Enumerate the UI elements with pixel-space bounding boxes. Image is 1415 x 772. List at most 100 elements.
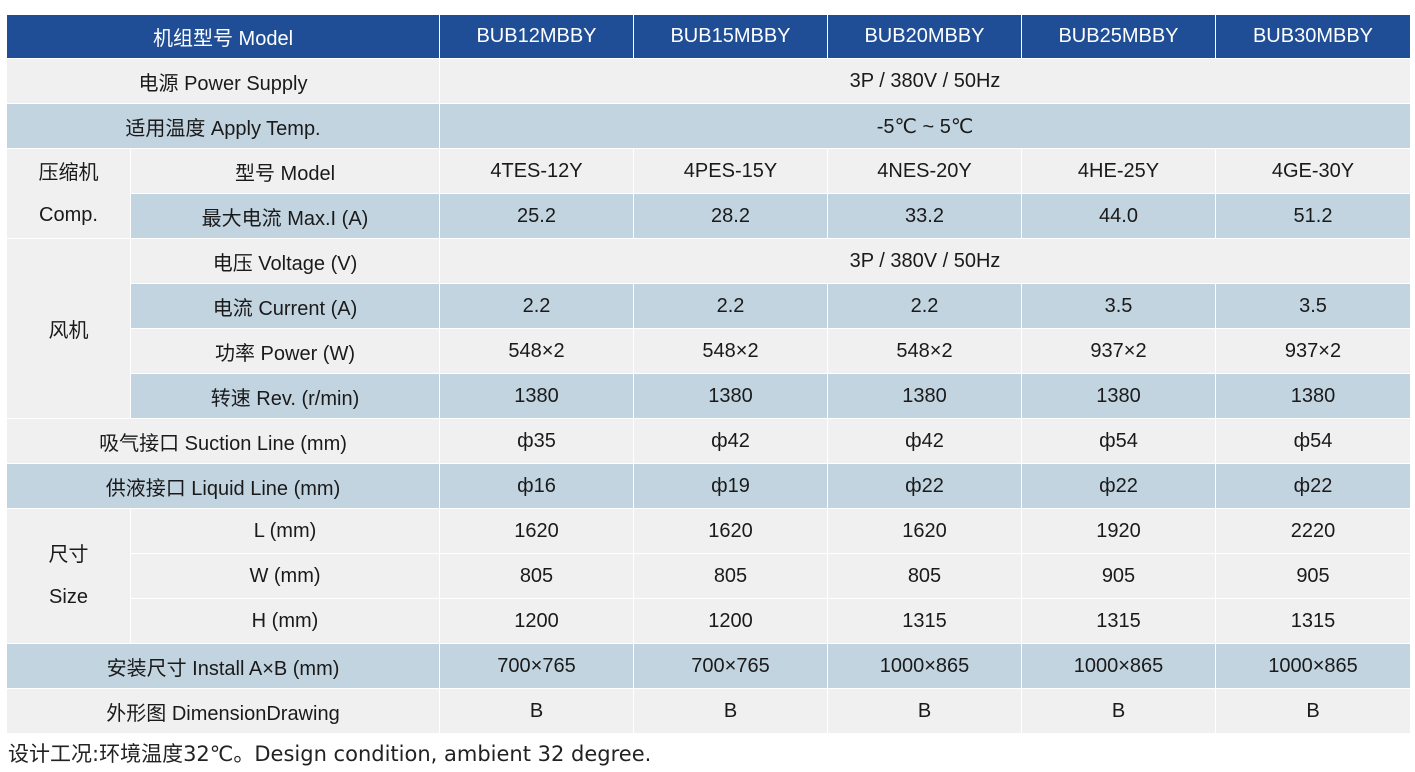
table-cell: 33.2 xyxy=(827,193,1022,239)
table-cell: ф22 xyxy=(827,463,1022,509)
table-cell: 1380 xyxy=(633,373,828,419)
table-cell: 2.2 xyxy=(439,283,634,329)
table-cell: 4NES-20Y xyxy=(827,148,1022,194)
table-cell: 1620 xyxy=(633,508,828,554)
liquid-line-row: 供液接口 Liquid Line (mm) ф16 ф19 ф22 ф22 ф2… xyxy=(6,463,1411,509)
table-cell: 1380 xyxy=(827,373,1022,419)
size-group-label: 尺寸 Size xyxy=(6,508,131,644)
fan-rev-row: 转速 Rev. (r/min) 1380 1380 1380 1380 1380 xyxy=(7,373,1411,419)
model-header-1: BUB12MBBY xyxy=(439,14,634,59)
suction-line-row: 吸气接口 Suction Line (mm) ф35 ф42 ф42 ф54 ф… xyxy=(6,418,1411,464)
row-label: W (mm) xyxy=(130,553,440,599)
table-cell: 1315 xyxy=(1021,598,1216,644)
table-cell: ф35 xyxy=(439,418,634,464)
table-cell: 1000×865 xyxy=(1215,643,1411,689)
row-label: 转速 Rev. (r/min) xyxy=(130,373,440,419)
table-cell: 700×765 xyxy=(633,643,828,689)
table-cell: 1620 xyxy=(439,508,634,554)
table-cell: B xyxy=(439,688,634,734)
table-cell: ф22 xyxy=(1021,463,1216,509)
model-header-4: BUB25MBBY xyxy=(1021,14,1216,59)
table-cell: B xyxy=(1215,688,1411,734)
model-header-5: BUB30MBBY xyxy=(1215,14,1411,59)
fan-voltage-row: 风机 电压 Voltage (V) 3P / 380V / 50Hz xyxy=(6,238,1411,419)
table-cell: 25.2 xyxy=(439,193,634,239)
table-cell: 548×2 xyxy=(827,328,1022,374)
table-cell: 937×2 xyxy=(1215,328,1411,374)
table-cell: B xyxy=(633,688,828,734)
table-cell: 937×2 xyxy=(1021,328,1216,374)
table-cell: B xyxy=(1021,688,1216,734)
power-supply-value: 3P / 380V / 50Hz xyxy=(439,58,1411,104)
table-cell: 905 xyxy=(1021,553,1216,599)
row-label: 电源 Power Supply xyxy=(6,58,440,104)
table-cell: 3.5 xyxy=(1215,283,1411,329)
size-w-row: W (mm) 805 805 805 905 905 xyxy=(7,553,1411,599)
row-label: 供液接口 Liquid Line (mm) xyxy=(6,463,440,509)
fan-voltage-value: 3P / 380V / 50Hz xyxy=(439,238,1411,284)
apply-temp-row: 适用温度 Apply Temp. -5℃ ~ 5℃ xyxy=(6,103,1411,149)
compressor-group-cn: 压缩机 xyxy=(38,161,99,184)
table-cell: 1920 xyxy=(1021,508,1216,554)
table-cell: ф19 xyxy=(633,463,828,509)
row-label: 适用温度 Apply Temp. xyxy=(6,103,440,149)
size-group-en: Size xyxy=(49,586,88,608)
table-cell: ф22 xyxy=(1215,463,1411,509)
model-header-2: BUB15MBBY xyxy=(633,14,828,59)
table-cell: ф16 xyxy=(439,463,634,509)
table-cell: 44.0 xyxy=(1021,193,1216,239)
table-cell: ф42 xyxy=(633,418,828,464)
table-cell: 1000×865 xyxy=(1021,643,1216,689)
table-cell: 2.2 xyxy=(827,283,1022,329)
table-cell: 548×2 xyxy=(439,328,634,374)
size-h-row: H (mm) 1200 1200 1315 1315 1315 xyxy=(7,598,1411,644)
table-cell: ф42 xyxy=(827,418,1022,464)
table-cell: 1620 xyxy=(827,508,1022,554)
fan-power-row: 功率 Power (W) 548×2 548×2 548×2 937×2 937… xyxy=(7,328,1411,374)
size-l-row: 尺寸 Size L (mm) 1620 1620 1620 1920 2220 xyxy=(6,508,1411,644)
compressor-model-row: 压缩机 Comp. 型号 Model 4TES-12Y 4PES-15Y 4NE… xyxy=(6,148,1411,239)
table-cell: 4PES-15Y xyxy=(633,148,828,194)
table-cell: 700×765 xyxy=(439,643,634,689)
table-cell: 4GE-30Y xyxy=(1215,148,1411,194)
row-label: 安装尺寸 Install A×B (mm) xyxy=(6,643,440,689)
table-cell: 1315 xyxy=(827,598,1022,644)
row-label: 功率 Power (W) xyxy=(130,328,440,374)
row-label: 电流 Current (A) xyxy=(130,283,440,329)
row-label: 最大电流 Max.I (A) xyxy=(130,193,440,239)
model-header-3: BUB20MBBY xyxy=(827,14,1022,59)
row-label: H (mm) xyxy=(130,598,440,644)
table-cell: 4HE-25Y xyxy=(1021,148,1216,194)
power-supply-row: 电源 Power Supply 3P / 380V / 50Hz xyxy=(6,58,1411,104)
table-cell: 1380 xyxy=(439,373,634,419)
table-cell: 1200 xyxy=(633,598,828,644)
model-header-label: 机组型号 Model xyxy=(6,14,440,59)
table-cell: 905 xyxy=(1215,553,1411,599)
spec-table: 机组型号 Model BUB12MBBY BUB15MBBY BUB20MBBY… xyxy=(6,14,1411,734)
row-label: 电压 Voltage (V) xyxy=(130,238,440,284)
table-cell: 1000×865 xyxy=(827,643,1022,689)
compressor-max-current-row: 最大电流 Max.I (A) 25.2 28.2 33.2 44.0 51.2 xyxy=(7,193,1411,239)
compressor-group-en: Comp. xyxy=(39,203,98,226)
header-row: 机组型号 Model BUB12MBBY BUB15MBBY BUB20MBBY… xyxy=(6,14,1411,59)
table-cell: 548×2 xyxy=(633,328,828,374)
table-cell: 2220 xyxy=(1215,508,1411,554)
fan-current-row: 电流 Current (A) 2.2 2.2 2.2 3.5 3.5 xyxy=(7,283,1411,329)
fan-group-label: 风机 xyxy=(6,238,131,419)
row-label: 吸气接口 Suction Line (mm) xyxy=(6,418,440,464)
footnote: 设计工况:环境温度32℃。Design condition, ambient 3… xyxy=(8,742,652,766)
table-cell: 1380 xyxy=(1021,373,1216,419)
table-cell: 805 xyxy=(827,553,1022,599)
compressor-group-label: 压缩机 Comp. xyxy=(6,148,131,239)
row-label: 型号 Model xyxy=(130,148,440,194)
table-cell: 2.2 xyxy=(633,283,828,329)
table-cell: ф54 xyxy=(1021,418,1216,464)
table-cell: ф54 xyxy=(1215,418,1411,464)
install-row: 安装尺寸 Install A×B (mm) 700×765 700×765 10… xyxy=(6,643,1411,689)
table-cell: 3.5 xyxy=(1021,283,1216,329)
table-cell: 1200 xyxy=(439,598,634,644)
table-cell: B xyxy=(827,688,1022,734)
drawing-row: 外形图 DimensionDrawing B B B B B xyxy=(6,688,1411,734)
table-cell: 4TES-12Y xyxy=(439,148,634,194)
row-label: 外形图 DimensionDrawing xyxy=(6,688,440,734)
